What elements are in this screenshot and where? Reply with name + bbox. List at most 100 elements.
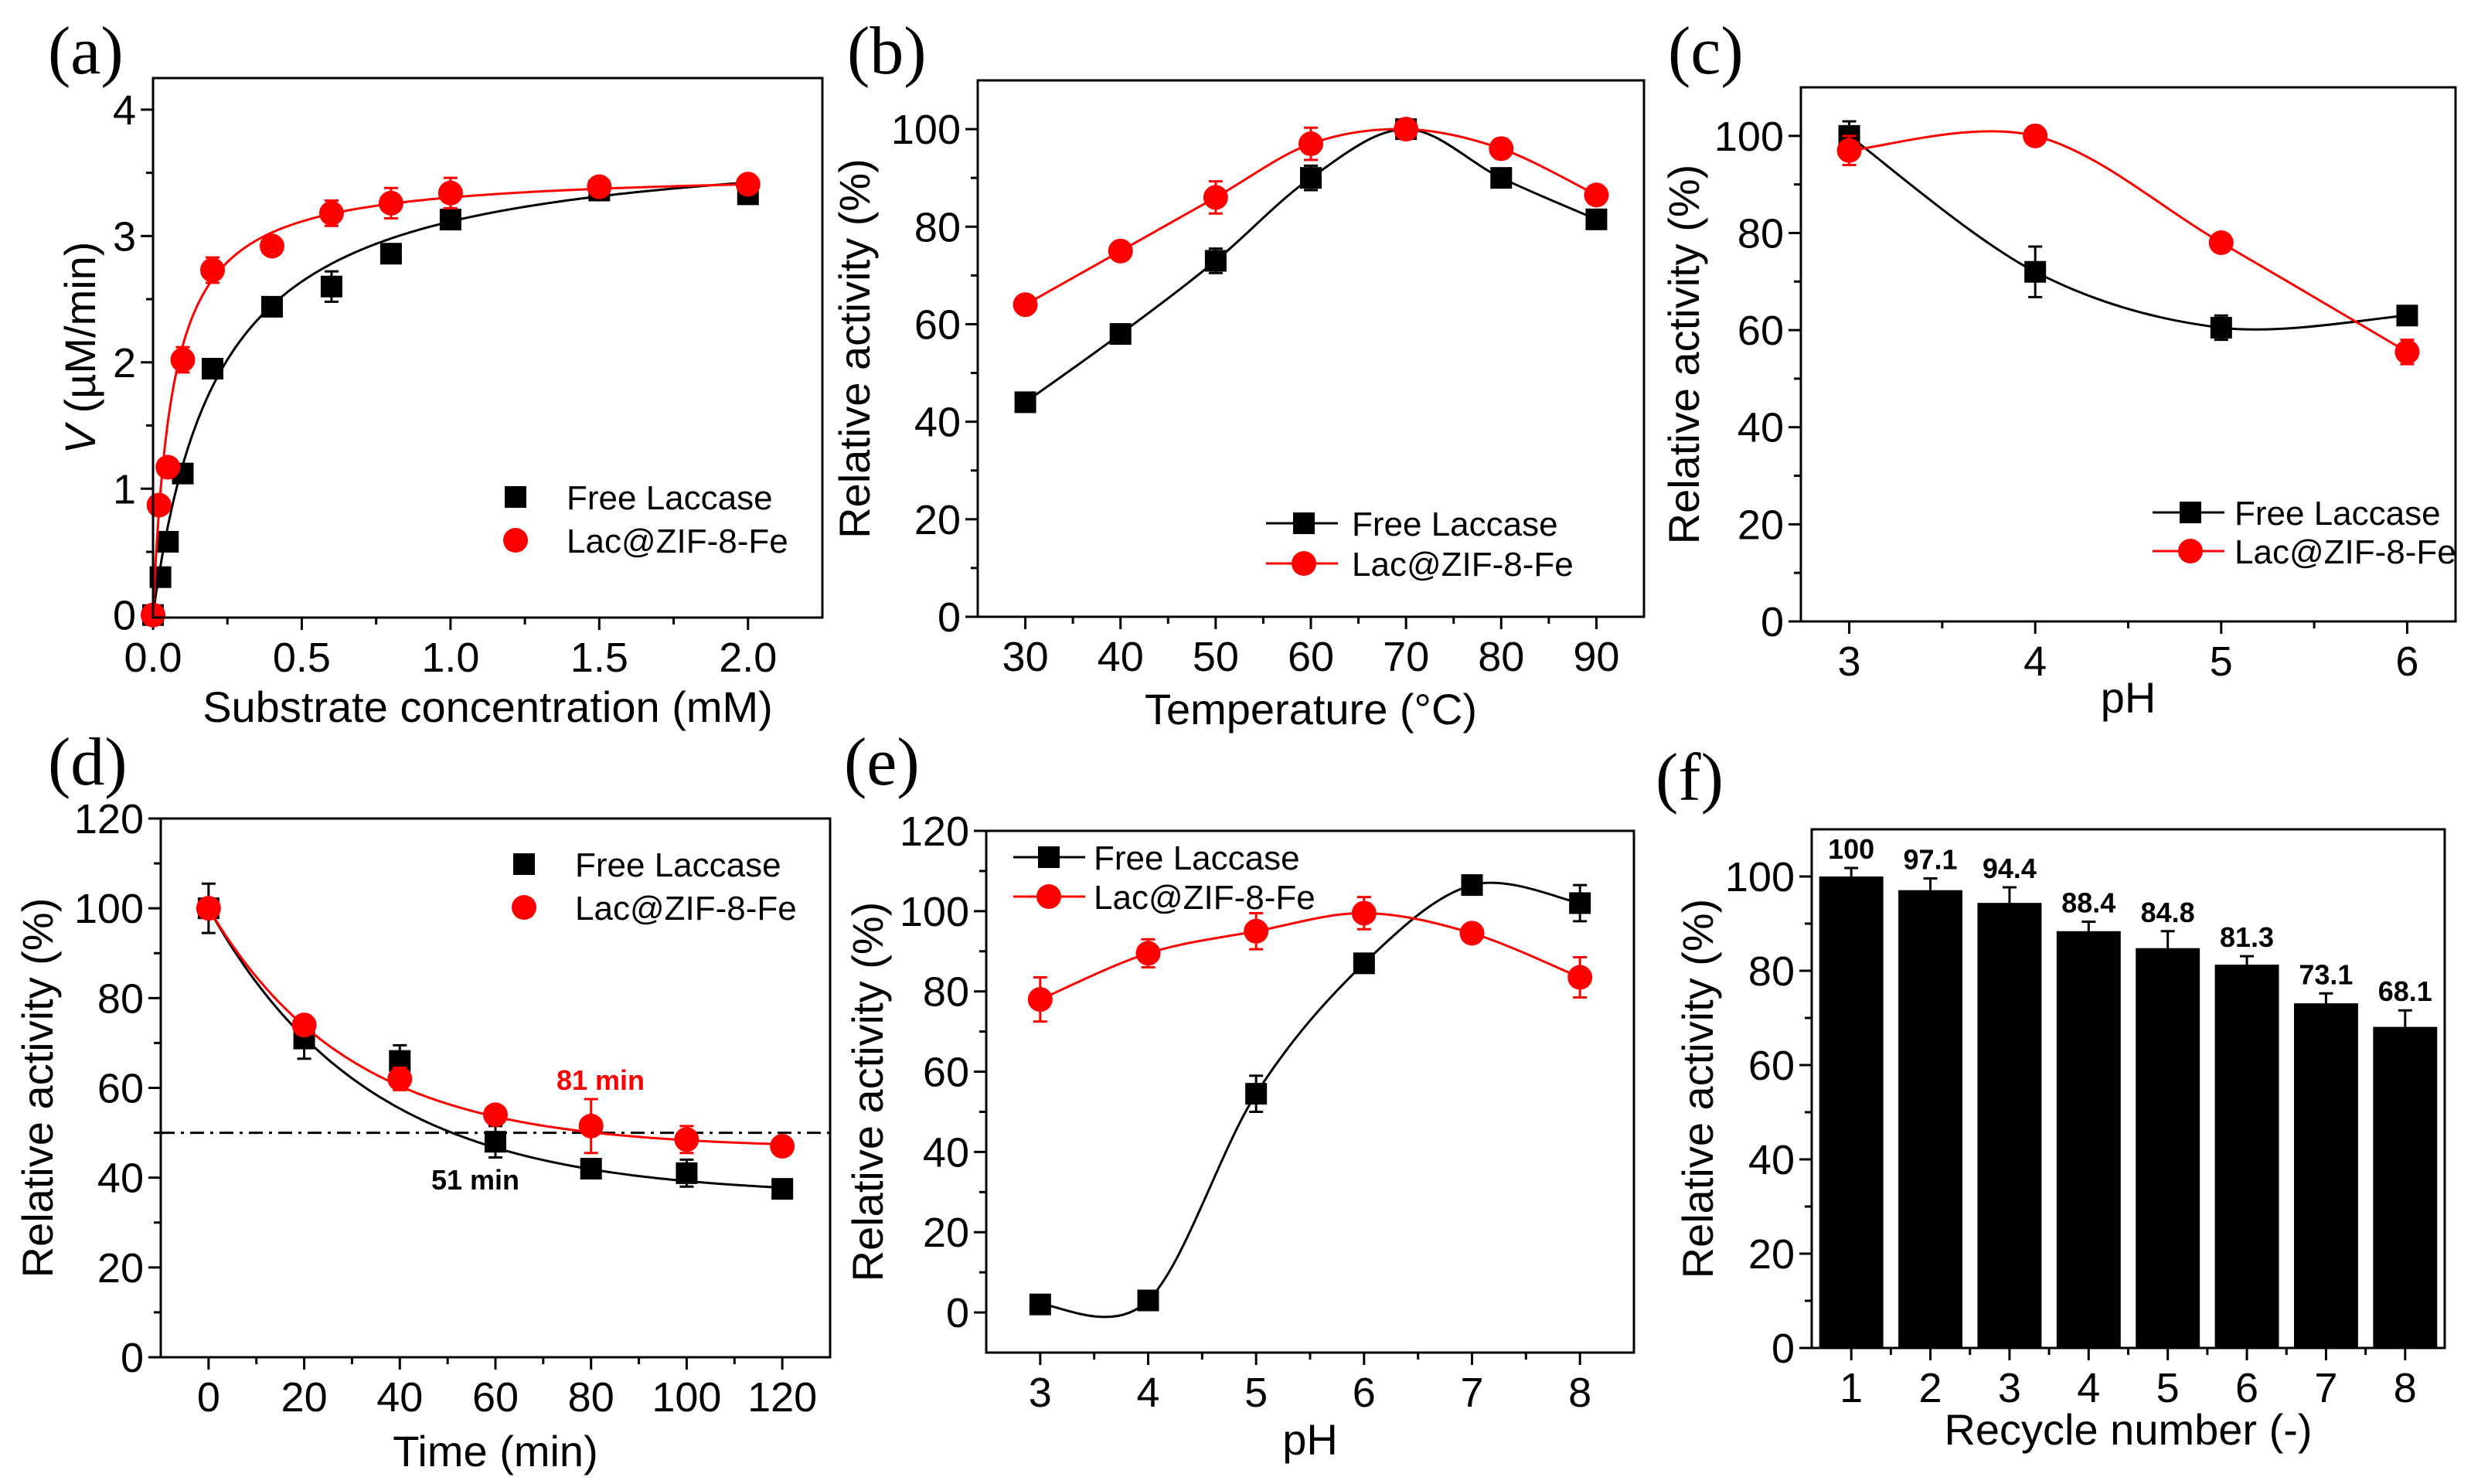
data-point [1108,238,1133,264]
x-tick-label: 20 [281,1374,328,1421]
data-point [587,174,612,199]
y-axis-unit: Relative activity (%) [1659,165,1708,545]
y-tick-label: 100 [891,107,961,153]
y-tick-label: 100 [74,886,144,932]
x-axis-title: Recycle number (-) [1944,1405,2312,1454]
data-point [199,257,225,283]
x-tick-label: 60 [472,1374,519,1421]
legend-item: Lac@ZIF-8-Fe [2153,533,2456,571]
y-axis-title: Relative activity (%) [1673,899,1722,1279]
y-tick-label: 20 [97,1245,144,1292]
y-tick-label: 1 [113,466,136,512]
y-tick-label: 80 [923,969,969,1016]
x-tick-label: 6 [2235,1365,2258,1411]
y-tick-label: 2 [113,340,136,386]
data-point [2394,339,2420,365]
bar-value-label: 94.4 [1983,853,2037,884]
data-point [1461,874,1483,897]
x-tick-label: 7 [1460,1370,1483,1416]
data-point [196,896,221,921]
x-tick-label: 3 [1029,1370,1052,1416]
legend-label: Lac@ZIF-8-Fe [1352,546,1574,584]
series-lac-zif-8-fe [1836,123,2420,366]
data-point [1135,941,1161,966]
x-tick-label: 0.0 [124,635,182,681]
bar [2293,1003,2358,1348]
x-tick-label: 6 [2395,638,2418,685]
legend-marker [1292,551,1316,576]
y-tick-label: 80 [97,975,144,1022]
x-tick-label: 4 [1136,1370,1159,1416]
panel-b: (b) 0 20 40 60 80 100 30 40 50 60 70 80 90 Temperature… [830,14,1646,733]
x-tick-label: 3 [1838,638,1861,685]
data-point [2023,123,2048,148]
legend-label: Free Laccase [1352,505,1558,543]
panel-label: (f) [1656,740,1724,815]
y-axis-title: V (µM/min) [56,242,104,454]
x-tick-label: 8 [1568,1370,1591,1416]
data-point [1137,1289,1159,1312]
y-tick-label: 60 [923,1050,969,1096]
y-tick-label: 20 [923,1210,969,1256]
y-tick-label: 40 [1738,405,1784,451]
data-point [1394,117,1419,142]
plot-frame [976,79,1646,618]
x-tick-label: 70 [1383,634,1429,680]
data-point [1353,952,1375,975]
data-point [1490,167,1513,189]
x-tick-label: 5 [2210,638,2233,685]
bar-value-label: 68.1 [2378,975,2432,1007]
y-tick-label: 0 [938,594,961,641]
y-axis-unit: (µM/min) [56,242,104,426]
x-tick-label: 7 [2314,1365,2337,1411]
legend-label: Free Laccase [2234,495,2441,533]
y-axis-variable: V [56,421,104,454]
x-axis-title: Time (min) [393,1427,597,1475]
data-point [1459,921,1485,946]
data-point [379,243,402,265]
data-point [578,1113,604,1139]
data-point [485,1131,506,1153]
bar-value-label: 84.8 [2141,897,2195,928]
x-axis-title: pH [1282,1415,1338,1464]
data-point [437,180,463,206]
panel-d: (d) 0 20 40 60 80 100 120 0 20 40 60 80 100 120 Time (m… [13,725,832,1475]
data-point [1013,292,1038,318]
x-tick-label: 80 [1478,634,1524,680]
data-point [1836,138,1862,163]
series-free-laccase [197,882,794,1200]
legend-item: Lac@ZIF-8-Fe [512,890,797,928]
y-tick-label: 20 [1748,1231,1795,1278]
bar-value-label: 100 [1828,833,1874,865]
legend-item: Free Laccase [1266,505,1558,543]
data-point [170,347,196,373]
y-tick-label: 100 [900,889,969,935]
y-tick-label: 0 [1772,1326,1795,1372]
legend-marker [503,528,528,553]
data-point [439,209,461,231]
data-point [674,1127,699,1152]
y-tick-label: 0 [946,1290,969,1336]
data-point [1300,167,1322,189]
data-point [771,1178,794,1200]
bar-value-label: 81.3 [2220,921,2274,953]
bar-value-label: 97.1 [1904,843,1958,875]
x-tick-label: 120 [747,1374,817,1421]
x-tick-label: 90 [1573,634,1619,680]
data-point [259,233,284,259]
data-point [201,357,223,380]
data-point [1351,900,1377,926]
x-tick-label: 60 [1288,634,1334,680]
series-curve [1040,881,1581,1319]
x-tick-label: 8 [2394,1365,2417,1411]
series-curve [1848,134,2408,331]
data-point [1569,892,1591,914]
y-tick-label: 60 [97,1066,144,1112]
data-point [1014,391,1036,414]
y-axis-title: Relative activity (%) [843,902,892,1282]
legend-label: Free Laccase [575,846,781,884]
series-curve [1849,130,2408,353]
legend-marker [2178,539,2203,563]
